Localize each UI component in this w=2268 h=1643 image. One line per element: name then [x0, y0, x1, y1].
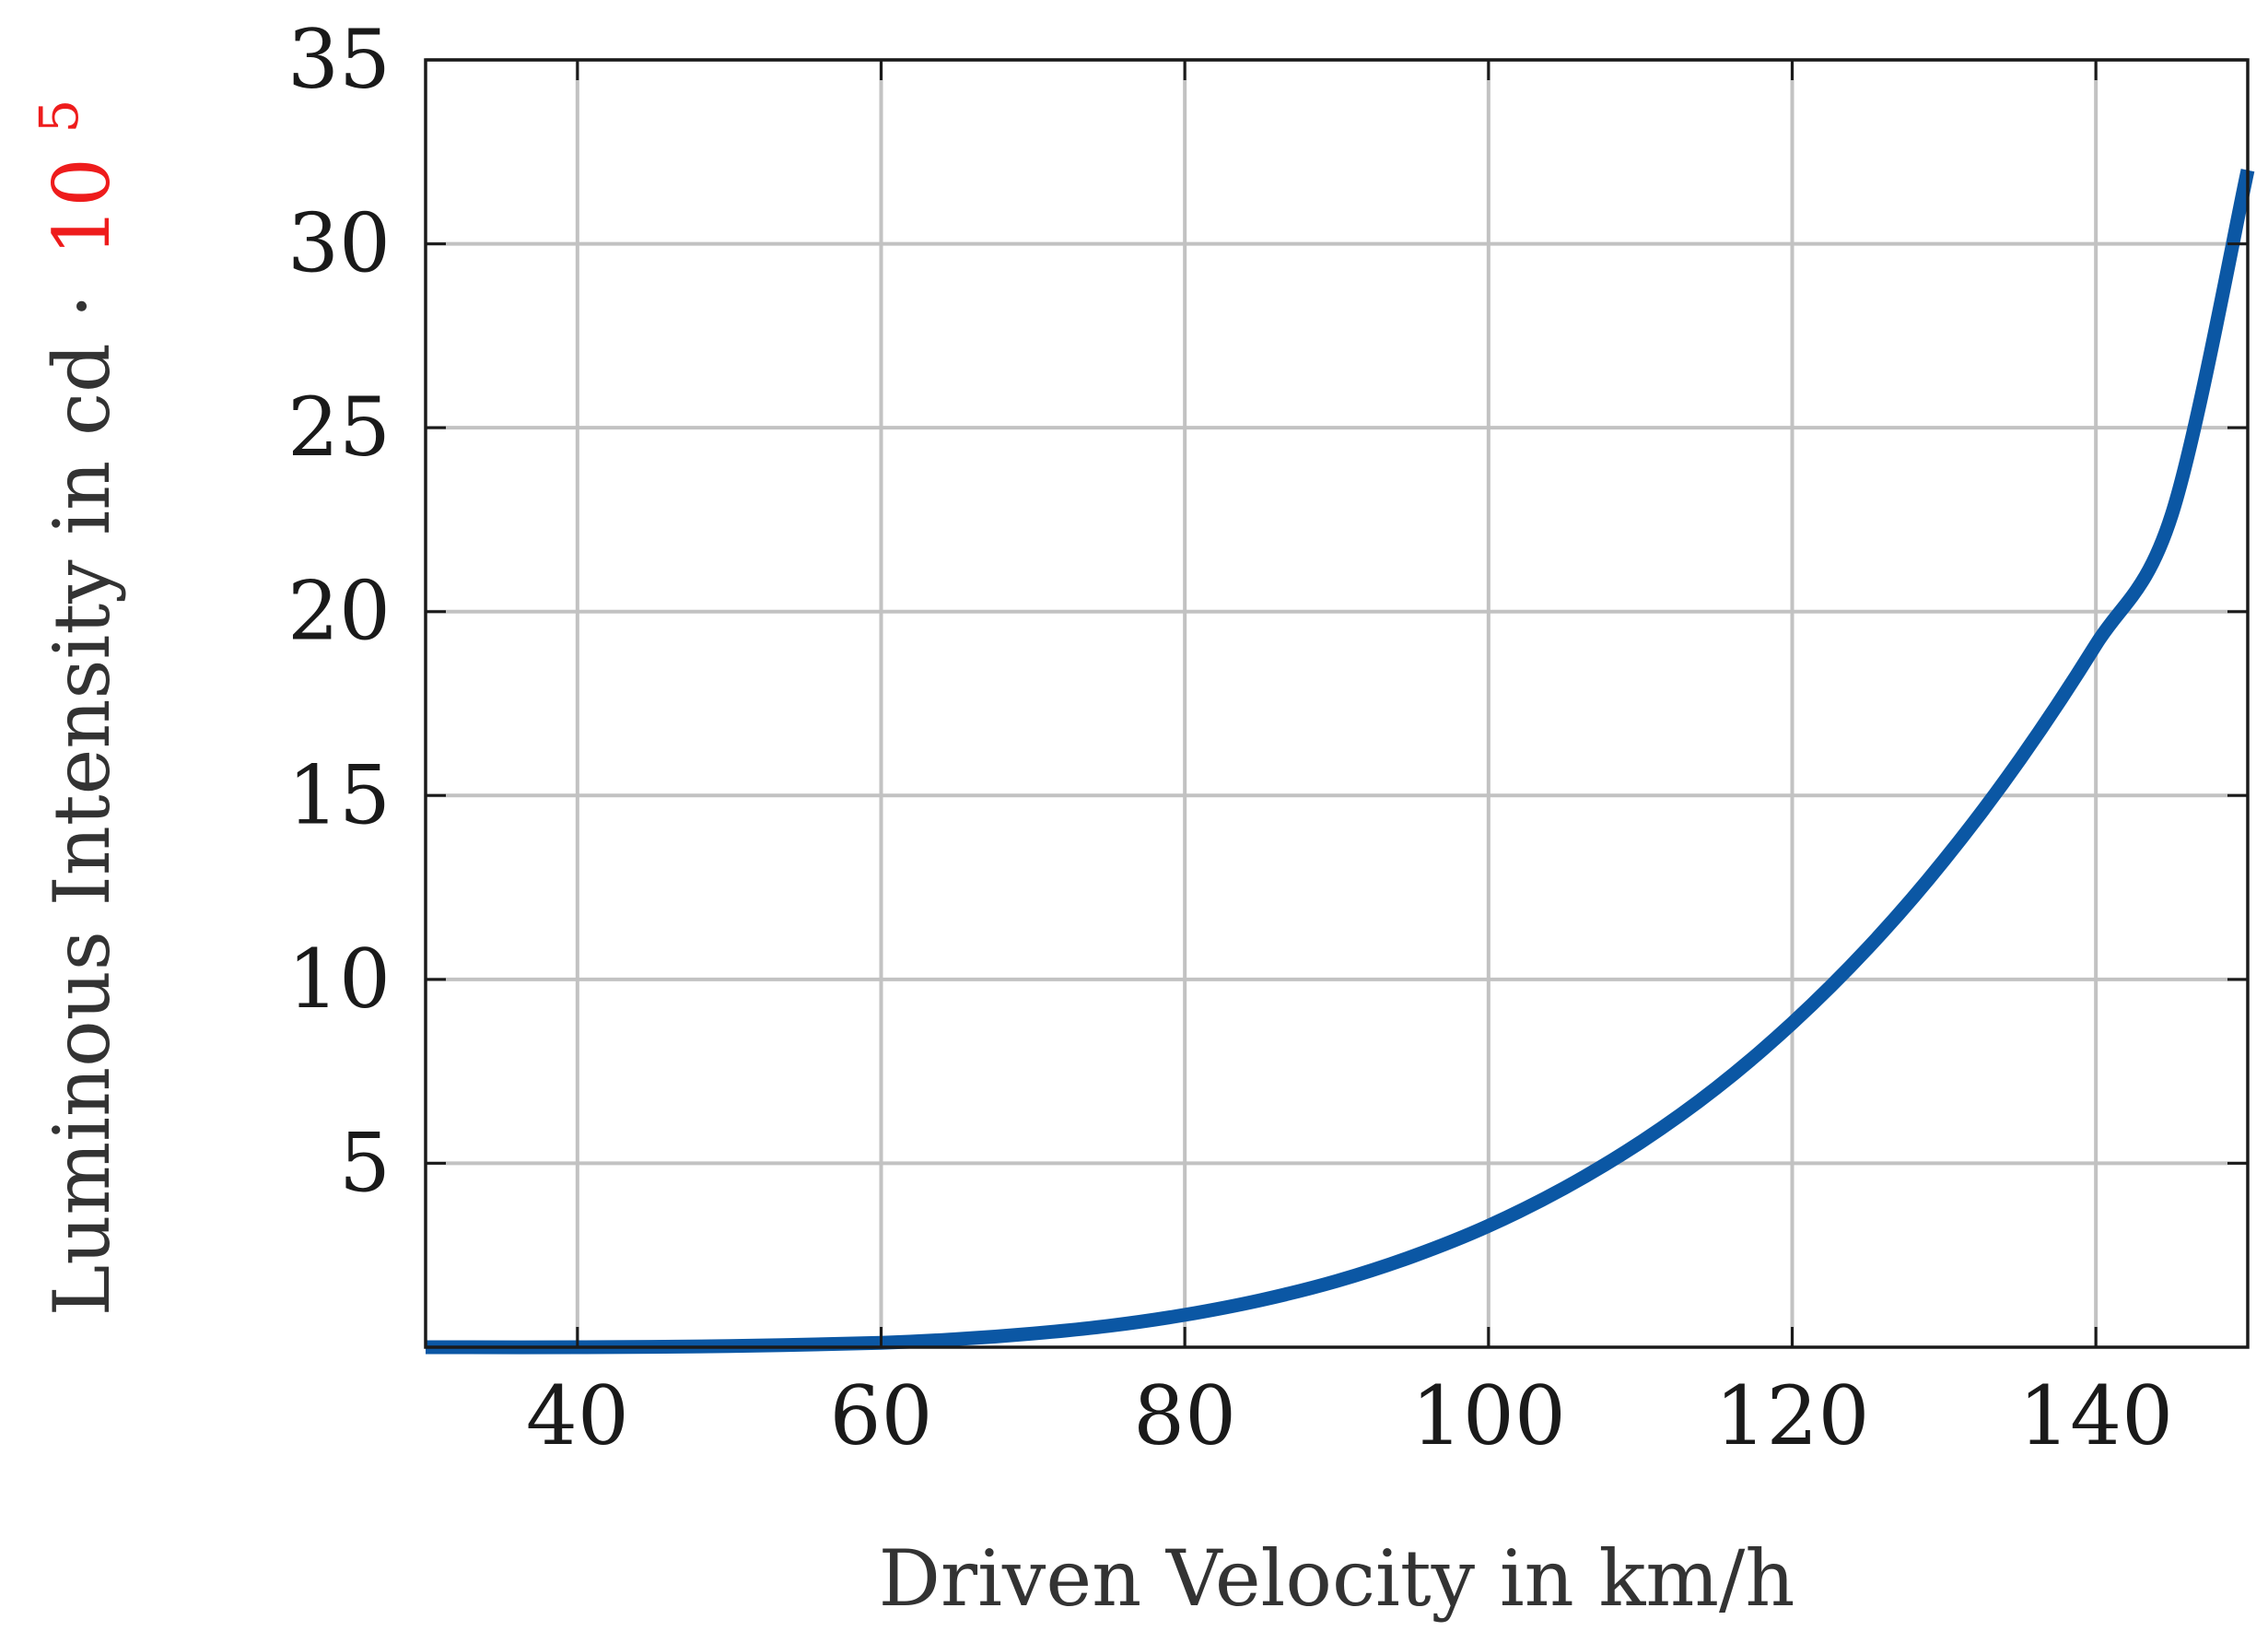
y-tick-label: 20	[287, 564, 391, 659]
y-axis-title-text: Luminous Intensity in cd ·	[37, 294, 127, 1317]
y-axis-multiplier-exponent: 5	[28, 100, 90, 134]
y-axis-multiplier: 10	[37, 158, 127, 256]
grid	[426, 58, 2248, 1347]
x-axis-title: Driven Velocity in km/h	[879, 1533, 1795, 1624]
x-tick-label: 60	[830, 1368, 933, 1463]
x-tick-label: 140	[2018, 1368, 2173, 1463]
y-tick-label: 5	[339, 1115, 391, 1210]
x-tick-label: 40	[526, 1368, 629, 1463]
x-axis-title-text: Driven Velocity in km/h	[879, 1533, 1795, 1624]
plot-frame	[424, 58, 2250, 1349]
tick-marks	[426, 58, 2248, 1347]
x-tick-label: 80	[1133, 1368, 1236, 1463]
series-line	[425, 169, 2255, 1355]
y-tick-label: 30	[287, 196, 391, 291]
y-tick-label: 25	[287, 380, 391, 475]
y-axis-title: Luminous Intensity in cd · 10 5	[28, 100, 127, 1317]
x-tick-label: 120	[1715, 1368, 1870, 1463]
y-tick-label: 15	[287, 747, 391, 842]
y-tick-label: 10	[287, 932, 391, 1027]
y-tick-labels: 5 10 15 20 25 30 35	[287, 12, 391, 1210]
x-tick-label: 100	[1411, 1368, 1566, 1463]
series-layer	[425, 169, 2255, 1355]
x-tick-labels: 40 60 80 100 120 140	[526, 1368, 2173, 1463]
y-tick-label: 35	[287, 12, 391, 107]
